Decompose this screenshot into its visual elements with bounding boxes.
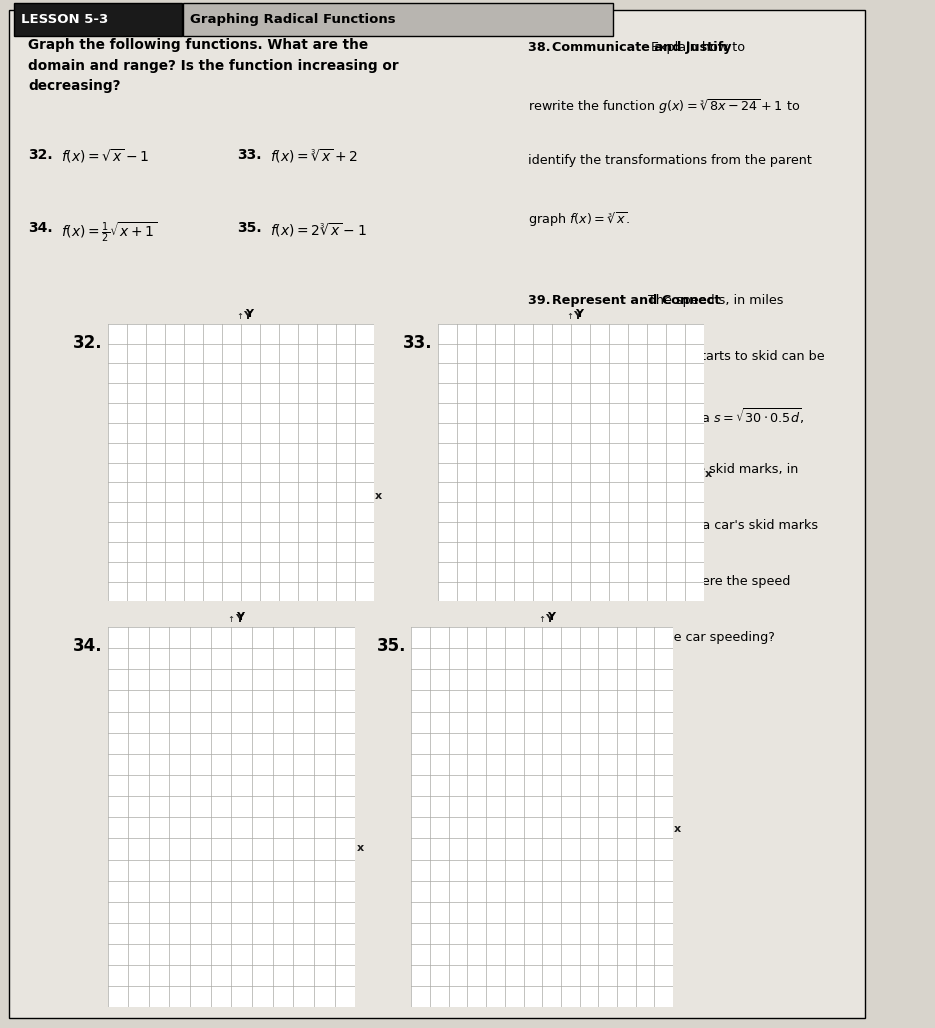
Text: Graph the following functions. What are the
domain and range? Is the function in: Graph the following functions. What are … <box>28 38 398 94</box>
Text: 34.: 34. <box>28 221 52 235</box>
Text: 33.: 33. <box>403 334 433 353</box>
Text: x: x <box>357 843 364 853</box>
Text: Y: Y <box>545 614 553 624</box>
Text: 38.: 38. <box>528 41 555 54</box>
Text: x: x <box>375 490 382 501</box>
Text: The speed s, in miles: The speed s, in miles <box>643 294 783 307</box>
Text: estimated using the formula $s = \sqrt{30 \cdot 0.5d}$,: estimated using the formula $s = \sqrt{3… <box>528 406 805 429</box>
Text: Y: Y <box>576 308 583 319</box>
Text: 39.: 39. <box>528 294 555 307</box>
FancyBboxPatch shape <box>14 3 181 36</box>
Text: 33.: 33. <box>237 148 262 161</box>
Text: x: x <box>705 469 712 478</box>
Text: 32.: 32. <box>73 334 103 353</box>
Text: 32.: 32. <box>28 148 52 161</box>
Text: Explain how to: Explain how to <box>647 41 745 54</box>
Text: identify the transformations from the parent: identify the transformations from the pa… <box>528 153 813 167</box>
Text: 35.: 35. <box>237 221 262 235</box>
Text: where d is the length of the skid marks, in: where d is the length of the skid marks,… <box>528 463 798 476</box>
Text: x: x <box>674 823 682 834</box>
Text: $\!\uparrow\!$: $\!\uparrow\!$ <box>226 614 234 624</box>
Text: LESSON 5-3: LESSON 5-3 <box>21 13 108 26</box>
Text: $\!\uparrow\!$: $\!\uparrow\!$ <box>538 614 545 624</box>
Text: measure 40 ft in a zone where the speed: measure 40 ft in a zone where the speed <box>528 575 791 588</box>
Text: $f(x) = \frac{1}{2}\sqrt{x + 1}$: $f(x) = \frac{1}{2}\sqrt{x + 1}$ <box>61 221 157 245</box>
Text: per hour, of a car when it starts to skid can be: per hour, of a car when it starts to ski… <box>528 351 825 363</box>
Text: Explain.: Explain. <box>528 688 580 700</box>
Text: Y: Y <box>236 612 244 622</box>
Text: $\!\uparrow\!$: $\!\uparrow\!$ <box>236 310 244 321</box>
Text: Y: Y <box>243 310 252 321</box>
Text: 35.: 35. <box>377 637 407 656</box>
Text: feet. Graph the function. If a car's skid marks: feet. Graph the function. If a car's ski… <box>528 519 818 531</box>
Text: Y: Y <box>235 614 243 624</box>
Text: graph $f(x) = \sqrt[3]{x}$.: graph $f(x) = \sqrt[3]{x}$. <box>528 210 631 228</box>
Text: Y: Y <box>573 310 582 321</box>
Text: $f(x) = 2\sqrt[3]{x} - 1$: $f(x) = 2\sqrt[3]{x} - 1$ <box>270 221 367 238</box>
Text: $\!\uparrow\!$: $\!\uparrow\!$ <box>566 310 574 321</box>
Text: Represent and Connect: Represent and Connect <box>553 294 721 307</box>
Text: limit is 25 mph, was the car speeding?: limit is 25 mph, was the car speeding? <box>528 631 775 645</box>
Text: Communicate and Justify: Communicate and Justify <box>553 41 732 54</box>
Text: Y: Y <box>547 612 555 622</box>
Text: $f(x) = \sqrt[3]{x} + 2$: $f(x) = \sqrt[3]{x} + 2$ <box>270 148 358 166</box>
FancyBboxPatch shape <box>182 3 612 36</box>
Text: Y: Y <box>245 308 253 319</box>
Text: Graphing Radical Functions: Graphing Radical Functions <box>191 13 396 26</box>
Text: rewrite the function $g(x) = \sqrt[3]{8x - 24} + 1$ to: rewrite the function $g(x) = \sqrt[3]{8x… <box>528 98 800 116</box>
Text: $f(x) = \sqrt{x} - 1$: $f(x) = \sqrt{x} - 1$ <box>61 148 150 166</box>
Text: 34.: 34. <box>73 637 103 656</box>
